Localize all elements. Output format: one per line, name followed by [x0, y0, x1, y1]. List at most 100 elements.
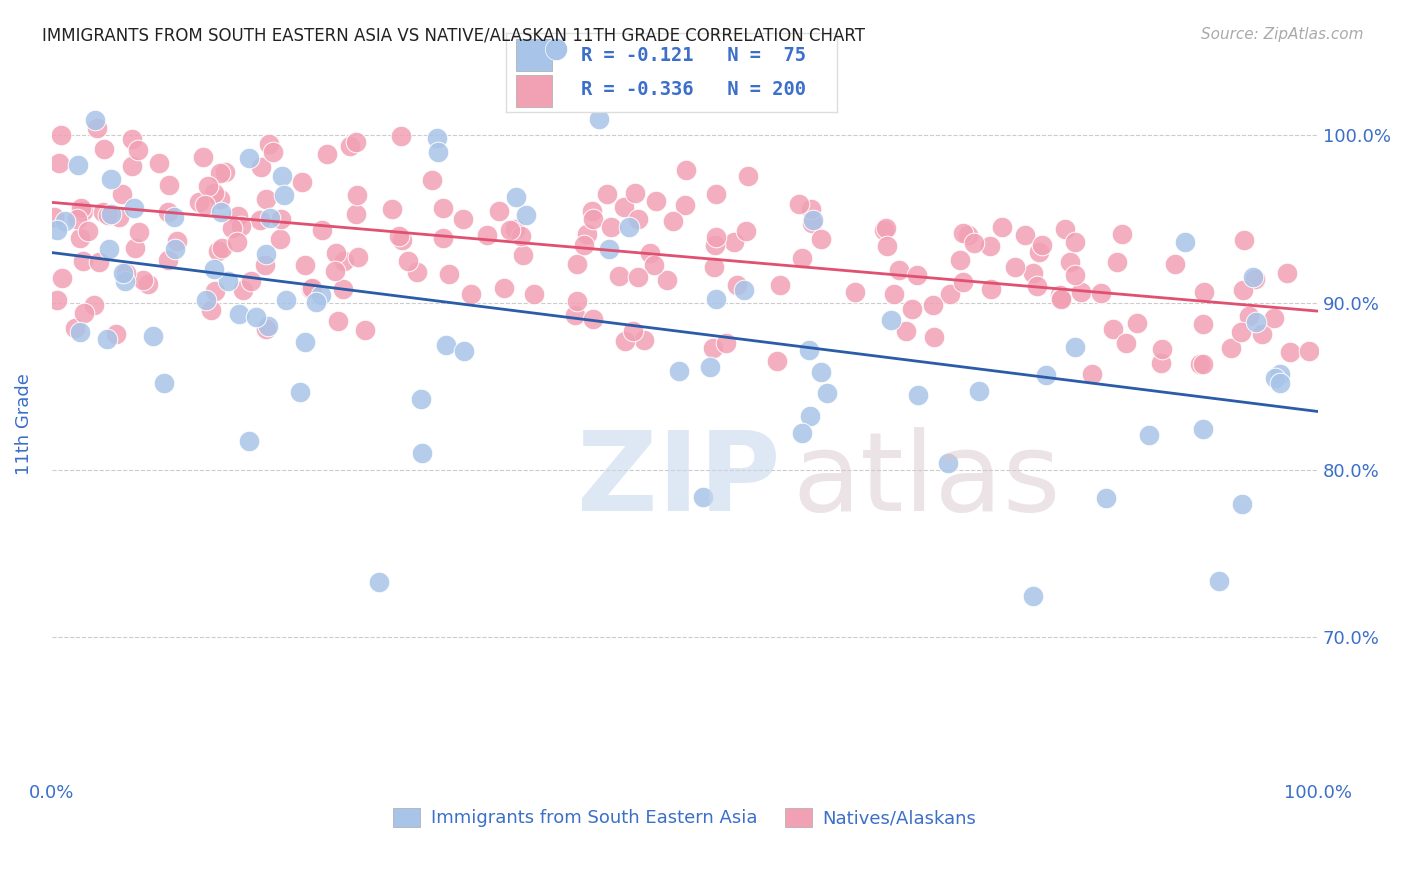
Point	[844, 285, 866, 300]
Point	[323, 264, 346, 278]
Point	[643, 258, 665, 272]
Point	[1279, 345, 1302, 359]
Point	[523, 287, 546, 301]
Point	[1250, 326, 1272, 341]
Point	[98, 242, 121, 256]
Text: Source: ZipAtlas.com: Source: ZipAtlas.com	[1201, 27, 1364, 42]
Point	[211, 241, 233, 255]
Legend: Immigrants from South Eastern Asia, Natives/Alaskans: Immigrants from South Eastern Asia, Nati…	[387, 801, 984, 835]
Point	[725, 277, 748, 292]
Point	[1063, 235, 1085, 249]
Point	[699, 359, 721, 374]
Point	[121, 132, 143, 146]
Point	[901, 301, 924, 316]
Point	[624, 186, 647, 200]
Point	[1275, 266, 1298, 280]
Point	[49, 128, 72, 142]
Text: IMMIGRANTS FROM SOUTH EASTERN ASIA VS NATIVE/ALASKAN 11TH GRADE CORRELATION CHAR: IMMIGRANTS FROM SOUTH EASTERN ASIA VS NA…	[42, 27, 865, 45]
Point	[922, 298, 945, 312]
Point	[121, 159, 143, 173]
Point	[194, 198, 217, 212]
Point	[256, 319, 278, 334]
Point	[1054, 222, 1077, 236]
Point	[207, 244, 229, 259]
Point	[389, 128, 412, 143]
Point	[432, 231, 454, 245]
Point	[1150, 356, 1173, 370]
Point	[638, 245, 661, 260]
Point	[582, 212, 605, 227]
Point	[72, 253, 94, 268]
Point	[789, 196, 811, 211]
Point	[225, 235, 247, 250]
Point	[259, 211, 281, 225]
Point	[1208, 574, 1230, 588]
Point	[200, 303, 222, 318]
Text: atlas: atlas	[793, 427, 1062, 534]
Point	[1268, 376, 1291, 391]
Point	[1188, 357, 1211, 371]
Point	[240, 274, 263, 288]
Point	[1049, 291, 1071, 305]
Point	[66, 211, 89, 226]
Point	[228, 307, 250, 321]
Point	[613, 200, 636, 214]
Point	[344, 207, 367, 221]
Point	[1230, 325, 1253, 339]
Point	[599, 220, 621, 235]
Point	[503, 222, 526, 236]
Point	[157, 178, 180, 192]
Point	[1126, 316, 1149, 330]
Point	[368, 575, 391, 590]
Point	[111, 186, 134, 201]
Point	[596, 186, 619, 201]
Point	[1192, 422, 1215, 436]
Point	[262, 145, 284, 160]
Point	[346, 188, 368, 202]
Point	[451, 212, 474, 227]
Point	[1026, 279, 1049, 293]
Point	[1063, 268, 1085, 282]
Point	[299, 282, 322, 296]
Point	[1014, 228, 1036, 243]
Point	[271, 169, 294, 183]
Point	[810, 231, 832, 245]
Point	[619, 219, 641, 234]
Point	[572, 238, 595, 252]
Point	[1022, 589, 1045, 603]
Point	[1064, 340, 1087, 354]
Point	[769, 277, 792, 292]
Point	[432, 201, 454, 215]
Point	[1220, 341, 1243, 355]
Point	[420, 173, 443, 187]
Point	[132, 273, 155, 287]
Point	[1192, 317, 1215, 331]
Point	[254, 322, 277, 336]
Point	[53, 214, 76, 228]
Point	[73, 306, 96, 320]
Point	[922, 329, 945, 343]
Point	[1268, 368, 1291, 382]
Point	[1237, 309, 1260, 323]
Point	[766, 353, 789, 368]
Point	[704, 292, 727, 306]
Point	[326, 314, 349, 328]
Point	[564, 308, 586, 322]
Point	[1298, 343, 1320, 358]
Point	[269, 232, 291, 246]
Bar	[516, 39, 553, 70]
Point	[512, 248, 534, 262]
Point	[1070, 285, 1092, 299]
Point	[505, 190, 527, 204]
Point	[346, 251, 368, 265]
Point	[208, 166, 231, 180]
Point	[588, 112, 610, 126]
Point	[703, 260, 725, 275]
Point	[581, 312, 603, 326]
Point	[1004, 260, 1026, 275]
Point	[662, 214, 685, 228]
Point	[1264, 371, 1286, 385]
Point	[209, 205, 232, 219]
Point	[339, 139, 361, 153]
Point	[114, 274, 136, 288]
